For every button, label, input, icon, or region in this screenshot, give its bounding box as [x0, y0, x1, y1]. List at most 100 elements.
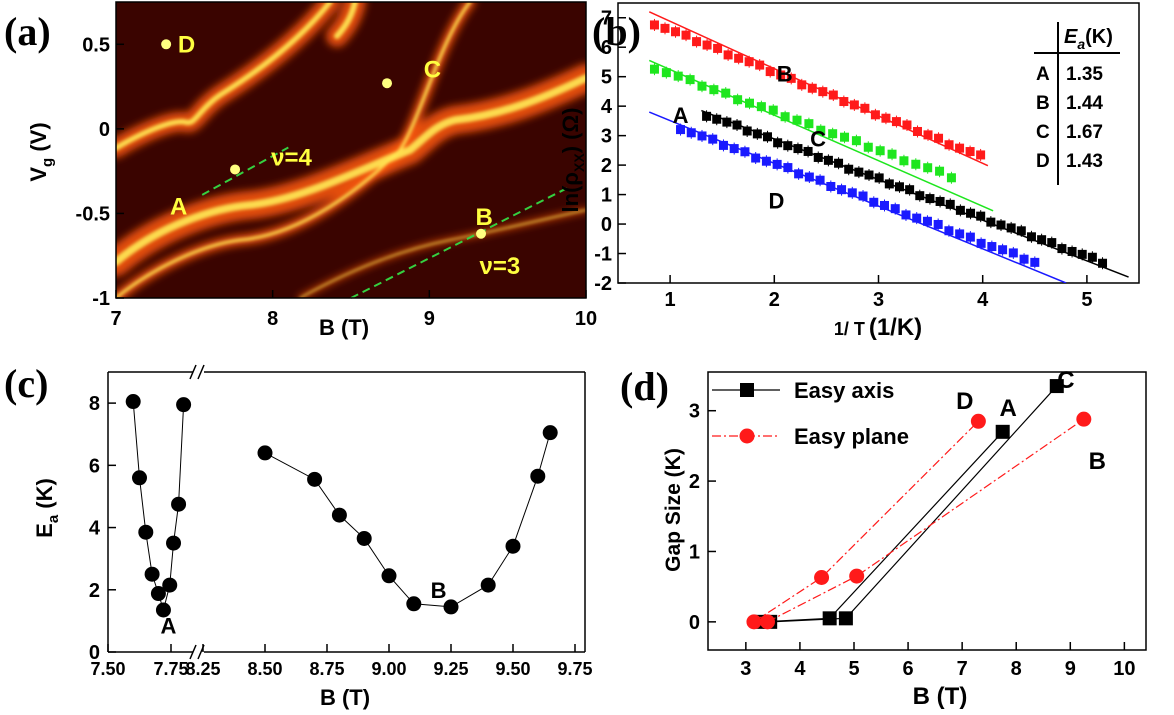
data-point [1037, 235, 1047, 245]
data-point [816, 125, 826, 135]
point-b [476, 228, 487, 239]
data-point [125, 394, 141, 410]
data-point [649, 20, 659, 30]
y-tick-label: -0.5 [76, 203, 110, 225]
data-point [740, 147, 750, 157]
panel-c-ylabel-sub: a [45, 514, 62, 523]
data-point [891, 117, 901, 127]
data-point [1019, 254, 1029, 264]
panel-d: (d) 3 4 5 6 7 8 9 10 0 1 2 3 D A C B Easy axis Easy pla… [620, 364, 1147, 710]
data-point [755, 60, 765, 70]
data-point [915, 191, 925, 201]
data-point [697, 81, 707, 91]
y-tick-label: 1 [689, 541, 700, 563]
data-point [818, 87, 828, 97]
x-tick-label: 9.50 [495, 659, 530, 679]
x-tick-label: 7.50 [90, 659, 125, 679]
data-point [718, 140, 728, 150]
heatmap-annotation: B [475, 204, 492, 231]
panel-b-label: (b) [592, 9, 641, 54]
x-tick-label: 5 [848, 658, 859, 680]
data-point [1076, 411, 1092, 427]
nu-guide-dashed-line [201, 146, 289, 196]
data-point [987, 242, 997, 252]
heatmap-annotation: D [178, 31, 195, 58]
data-point [976, 211, 986, 221]
data-point [923, 130, 933, 140]
panel-c: (c) 0 2 4 6 8 7.50 7.758.25 8.50 8.75 9.00 9.25 9.5… [4, 361, 593, 710]
panel-c-label: (c) [4, 361, 48, 406]
series-b [649, 18, 986, 161]
y-tick-label: 0 [99, 119, 110, 141]
table-row-label: A [1036, 64, 1050, 85]
data-point [879, 200, 889, 210]
data-point [783, 141, 793, 151]
data-point [794, 169, 804, 179]
data-point [780, 112, 790, 122]
data-point [786, 73, 796, 83]
data-point [734, 53, 744, 63]
data-point [966, 208, 976, 218]
data-point [803, 146, 813, 156]
data-point [814, 570, 830, 586]
data-point [1087, 252, 1097, 262]
panel-c-ylabel-main: E [32, 523, 57, 538]
series-annotation: B [777, 62, 793, 87]
x-tick-label: 9.75 [557, 659, 592, 679]
data-point [681, 30, 691, 40]
point-annotation: C [1057, 367, 1074, 394]
data-point [804, 172, 814, 182]
data-point [995, 424, 1010, 439]
series-easy-plane [746, 411, 1092, 630]
data-point [745, 98, 755, 108]
data-point [761, 156, 771, 166]
panel-b-xlabel: 1/ T (1/K) [834, 314, 922, 341]
heatmap-features [116, 2, 586, 298]
data-point [751, 153, 761, 163]
data-point [1067, 246, 1077, 256]
y-tick-label: 3 [601, 126, 612, 148]
panel-b-ylabel-sub: XX [571, 153, 587, 172]
data-point [815, 175, 825, 185]
data-point [721, 88, 731, 98]
y-tick-label: 0 [89, 642, 100, 664]
data-point [171, 496, 187, 512]
heatmap-annotation: A [170, 194, 187, 221]
legend-label: Easy axis [794, 378, 894, 403]
data-point [923, 163, 933, 173]
panel-b-ylabel-main: ln(ρ [558, 172, 583, 213]
data-point [660, 23, 670, 33]
data-point [443, 599, 459, 615]
x-tick-label: 7.75 [153, 659, 188, 679]
data-point [933, 219, 943, 229]
data-point [773, 138, 783, 148]
data-point [925, 194, 935, 204]
data-point [847, 188, 857, 198]
activation-energy-table: Ea(K) A 1.35 B 1.44 C 1.67 D 1.43 [1034, 22, 1120, 185]
data-point [922, 216, 932, 226]
data-point [844, 164, 854, 174]
data-point [686, 128, 696, 138]
data-point [934, 133, 944, 143]
x-tick-label: 6 [903, 658, 914, 680]
x-tick-label: 5 [1081, 289, 1092, 311]
data-point [793, 144, 803, 154]
data-point [887, 149, 897, 159]
data-point [955, 205, 965, 215]
y-tick-label: 3 [689, 401, 700, 423]
data-point [912, 126, 922, 136]
point-annotation: A [161, 614, 177, 639]
data-point [976, 238, 986, 248]
data-point [822, 611, 837, 626]
data-point [804, 119, 814, 129]
data-point [307, 471, 323, 487]
series-annotation: D [768, 188, 784, 213]
fit-line-a [701, 109, 1129, 278]
x-tick-label: 4 [977, 289, 989, 311]
table-header-sub: a [1077, 36, 1085, 52]
data-point [935, 166, 945, 176]
y-tick-label: 0 [689, 612, 700, 634]
data-point [881, 113, 891, 123]
